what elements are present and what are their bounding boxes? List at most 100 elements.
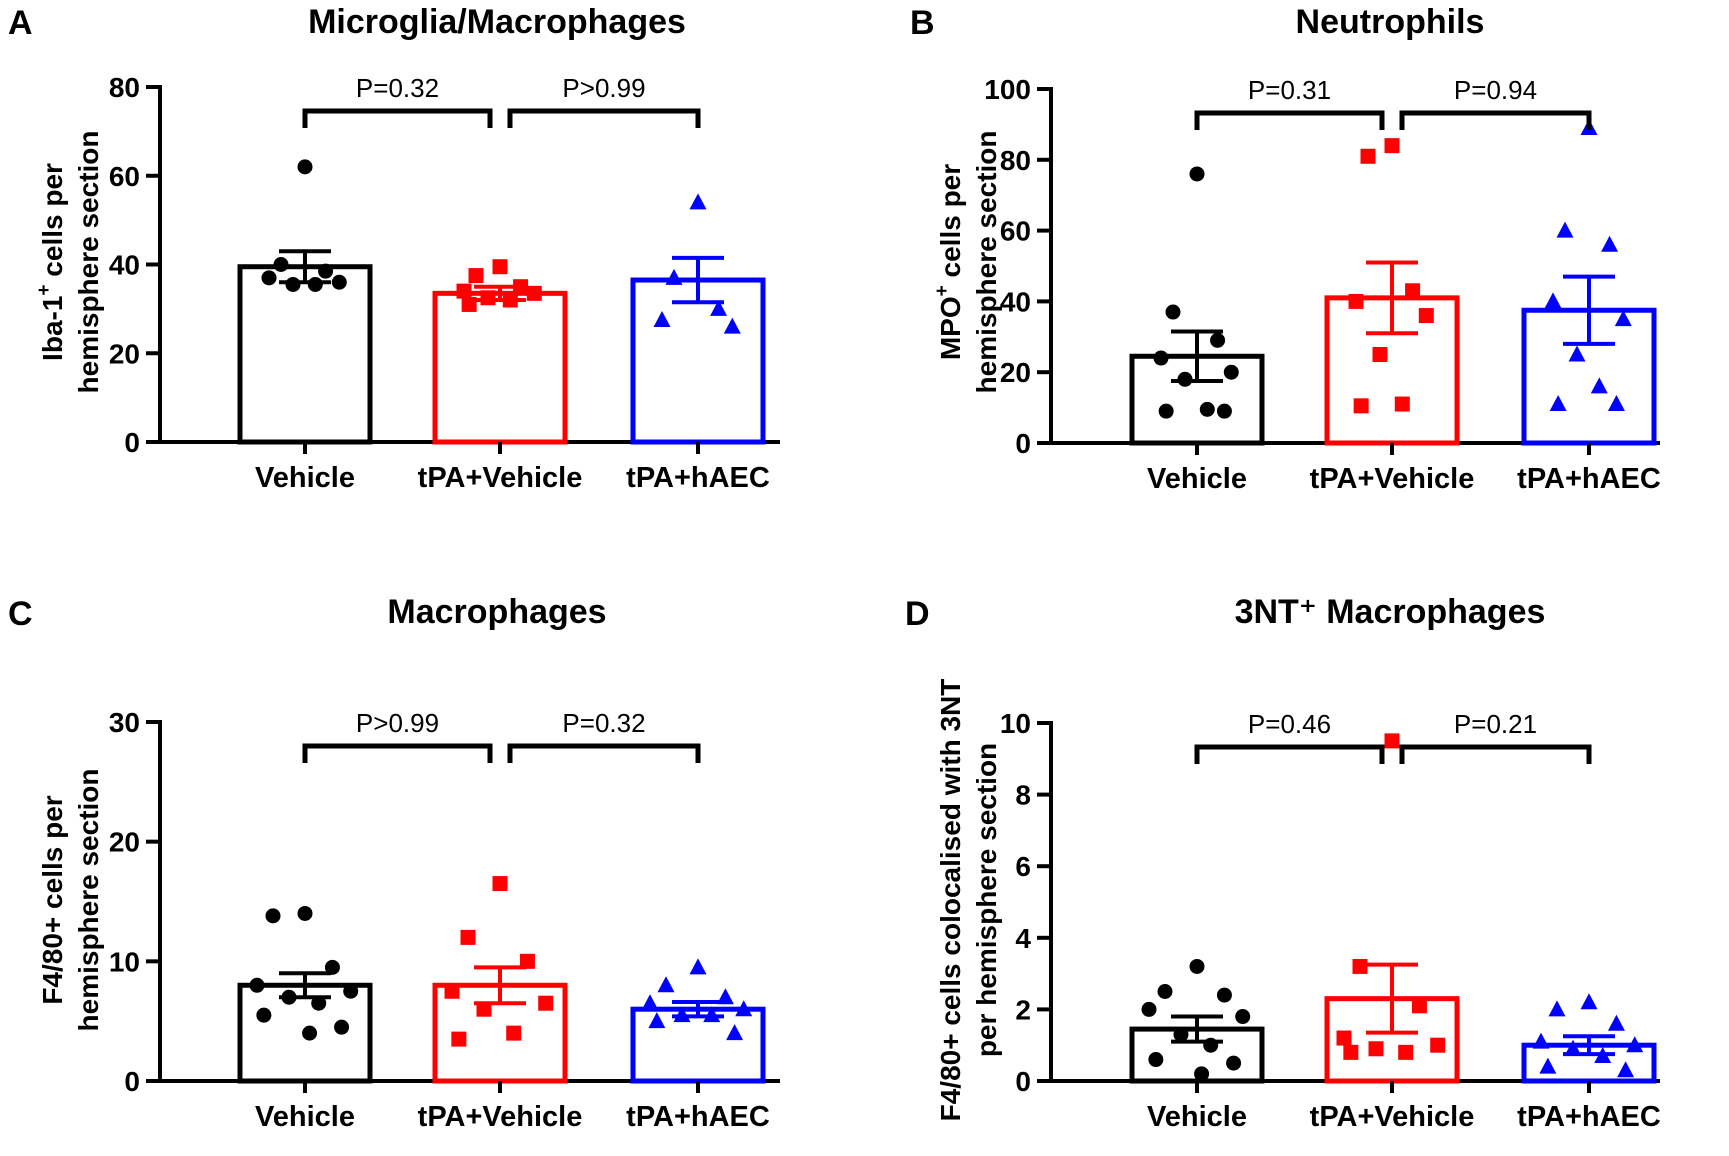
data-point: [1544, 292, 1562, 309]
data-point: [460, 929, 476, 945]
data-point: [1398, 1044, 1414, 1060]
data-point: [1216, 403, 1232, 419]
y-axis-label-line: hemisphere section: [971, 131, 1002, 394]
data-point: [1141, 1001, 1157, 1017]
chart-title: Microglia/Macrophages: [308, 3, 686, 41]
x-tick-label: tPA+Vehicle: [418, 1101, 583, 1133]
data-point: [343, 983, 359, 999]
data-point: [1394, 396, 1410, 412]
x-tick-label: Vehicle: [1147, 1101, 1247, 1133]
data-point: [331, 274, 347, 290]
y-tick-label: 30: [109, 707, 140, 738]
y-axis-label-text: per hemisphere section: [971, 743, 1002, 1057]
x-tick-label: Vehicle: [255, 1101, 355, 1133]
y-axis-label-text: Iba-1: [37, 296, 68, 361]
data-point: [703, 1006, 721, 1023]
data-point: [735, 1000, 753, 1017]
data-point: [302, 1025, 318, 1041]
data-point: [1216, 987, 1232, 1003]
data-point: [716, 988, 734, 1005]
x-tick-label: tPA+hAEC: [626, 1101, 770, 1133]
data-point: [1343, 1044, 1359, 1060]
data-point: [710, 299, 728, 316]
data-point: [1405, 283, 1421, 299]
data-point: [538, 995, 554, 1011]
y-axis-label-line: hemisphere section: [73, 769, 104, 1032]
data-point: [1411, 998, 1427, 1014]
y-axis-label: MPO+ cells per hemisphere section: [932, 131, 1002, 394]
data-point: [1153, 350, 1169, 366]
data-point: [526, 285, 542, 301]
data-point: [297, 905, 313, 921]
p-value-label: P=0.32: [562, 708, 645, 738]
data-point: [665, 268, 683, 285]
data-point: [1564, 1039, 1582, 1056]
data-point: [1418, 308, 1434, 324]
data-point: [1203, 1037, 1219, 1053]
data-point: [1532, 1032, 1550, 1049]
panel-letter: A: [8, 4, 33, 42]
data-point: [502, 292, 518, 308]
y-axis-label-line: per hemisphere section: [971, 743, 1002, 1057]
data-point: [1199, 401, 1215, 417]
data-point: [265, 908, 281, 924]
p-value-label: P=0.31: [1248, 75, 1331, 105]
data-point: [273, 257, 289, 272]
data-point: [261, 270, 277, 286]
y-tick-label: 100: [984, 74, 1031, 105]
panel-letter: C: [8, 595, 33, 633]
chart-panel-c: C Macrophages F4/80+ cells per hemisphere s…: [8, 593, 780, 1133]
data-point: [726, 1024, 744, 1041]
p-value-label: P=0.94: [1454, 75, 1537, 105]
y-axis-label-line: MPO+ cells per: [932, 164, 966, 360]
significance-bracket: [1399, 110, 1592, 130]
y-axis-label-line: hemisphere section: [73, 131, 104, 394]
y-axis-label-line: F4/80+ cells colocalised with 3NT: [935, 679, 966, 1122]
y-axis-label-line: Iba-1+ cells per: [34, 163, 68, 361]
data-point: [689, 958, 707, 975]
y-tick-label: 0: [1015, 1066, 1031, 1097]
data-point: [1430, 1037, 1446, 1053]
y-tick-label: 20: [109, 338, 140, 369]
chart-title: 3NT⁺ Macrophages: [1235, 593, 1546, 631]
significance-bracket: [302, 743, 493, 763]
p-value-label: P=0.21: [1454, 709, 1537, 739]
data-point: [1590, 377, 1608, 394]
data-point: [461, 296, 477, 312]
y-tick-label: 4: [1015, 923, 1031, 954]
bar-tpa-haec: [630, 277, 766, 445]
data-point: [1368, 1041, 1384, 1057]
x-tick-label: tPA+hAEC: [626, 462, 770, 494]
data-point: [1157, 984, 1173, 999]
x-tick-label: tPA+Vehicle: [1310, 1101, 1475, 1133]
significance-bracket: [507, 108, 701, 128]
p-value-label: P=0.32: [356, 73, 439, 103]
data-point: [1223, 364, 1239, 380]
data-point: [506, 1025, 522, 1041]
p-value-label: P>0.99: [356, 708, 439, 738]
data-point: [1235, 1009, 1251, 1025]
y-tick-label: 20: [109, 827, 140, 858]
y-axis-label-text: cells per: [37, 163, 68, 285]
data-point: [1177, 371, 1193, 387]
data-point: [519, 953, 535, 969]
data-point: [723, 317, 741, 334]
data-point: [468, 268, 484, 284]
bar-tpa-haec: [630, 1006, 766, 1084]
y-tick-label: 8: [1015, 780, 1031, 811]
y-tick-label: 40: [1000, 286, 1031, 317]
y-axis-label-superscript: +: [34, 284, 55, 295]
data-point: [1594, 1046, 1612, 1063]
data-point: [1372, 347, 1388, 362]
data-point: [480, 290, 496, 306]
data-point: [324, 959, 340, 975]
panel-letter: D: [905, 595, 930, 633]
data-point: [1360, 148, 1376, 164]
chart-panel-a: A Microglia/Macrophages Iba-1+ cells per he…: [8, 3, 780, 494]
data-point: [673, 1006, 691, 1023]
data-point: [689, 193, 707, 210]
y-axis-label: F4/80+ cells per hemisphere section: [37, 769, 104, 1032]
data-point: [1601, 235, 1619, 252]
y-axis-label-text: cells per: [935, 164, 966, 286]
